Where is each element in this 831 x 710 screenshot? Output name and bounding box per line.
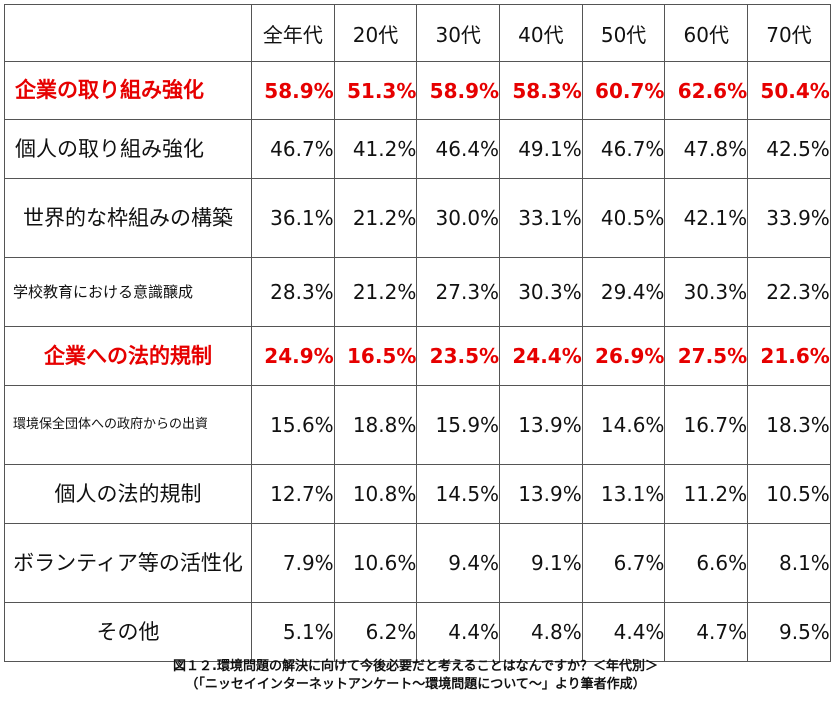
value-cell: 6.2% <box>333 602 418 662</box>
table-row: 学校教育における意識醸成 28.3% 21.2% 27.3% 30.3% 29.… <box>4 257 831 327</box>
value-cell: 60.7% <box>581 61 666 120</box>
value-cell: 4.7% <box>664 602 749 662</box>
value-cell: 9.4% <box>416 523 501 603</box>
value-cell: 9.5% <box>747 602 831 662</box>
value-cell: 58.9% <box>416 61 501 120</box>
value-cell: 41.2% <box>333 119 418 179</box>
value-cell: 21.2% <box>333 178 418 258</box>
value-cell: 11.2% <box>664 464 749 524</box>
figure-caption: 図１２.環境問題の解決に向けて今後必要だと考えることはなんですか？＜年代別＞ （… <box>0 658 831 694</box>
row-label: 個人の法的規制 <box>4 464 252 524</box>
header-cell-60s: 60代 <box>664 4 749 62</box>
value-cell: 27.3% <box>416 257 501 327</box>
value-cell: 47.8% <box>664 119 749 179</box>
caption-title: 図１２.環境問題の解決に向けて今後必要だと考えることはなんですか？＜年代別＞ <box>173 659 658 674</box>
value-cell: 24.4% <box>499 326 583 386</box>
row-label: 個人の取り組み強化 <box>4 119 252 179</box>
value-cell: 14.5% <box>416 464 501 524</box>
value-cell: 24.9% <box>251 326 335 386</box>
header-cell <box>4 4 252 62</box>
value-cell: 58.9% <box>251 61 335 120</box>
row-label: 企業の取り組み強化 <box>4 61 252 120</box>
row-label: 企業への法的規制 <box>4 326 252 386</box>
value-cell: 29.4% <box>581 257 666 327</box>
value-cell: 18.8% <box>333 385 418 465</box>
value-cell: 58.3% <box>499 61 583 120</box>
table-row: 環境保全団体への政府からの出資 15.6% 18.8% 15.9% 13.9% … <box>4 385 831 465</box>
header-cell-30s: 30代 <box>416 4 501 62</box>
value-cell: 62.6% <box>664 61 749 120</box>
row-label: 環境保全団体への政府からの出資 <box>4 385 252 465</box>
header-cell-50s: 50代 <box>581 4 666 62</box>
table-row: 企業の取り組み強化 58.9% 51.3% 58.9% 58.3% 60.7% … <box>4 61 831 120</box>
value-cell: 14.6% <box>581 385 666 465</box>
value-cell: 7.9% <box>251 523 335 603</box>
value-cell: 51.3% <box>333 61 418 120</box>
header-cell-20s: 20代 <box>333 4 418 62</box>
table-row: 個人の取り組み強化 46.7% 41.2% 46.4% 49.1% 46.7% … <box>4 119 831 179</box>
value-cell: 6.7% <box>581 523 666 603</box>
header-cell-all-ages: 全年代 <box>251 4 335 62</box>
value-cell: 46.4% <box>416 119 501 179</box>
value-cell: 13.9% <box>499 385 583 465</box>
value-cell: 12.7% <box>251 464 335 524</box>
value-cell: 21.6% <box>747 326 831 386</box>
value-cell: 30.3% <box>664 257 749 327</box>
value-cell: 10.8% <box>333 464 418 524</box>
value-cell: 16.7% <box>664 385 749 465</box>
table-row: 企業への法的規制 24.9% 16.5% 23.5% 24.4% 26.9% 2… <box>4 326 831 386</box>
value-cell: 15.6% <box>251 385 335 465</box>
value-cell: 36.1% <box>251 178 335 258</box>
value-cell: 10.6% <box>333 523 418 603</box>
header-cell-40s: 40代 <box>499 4 583 62</box>
value-cell: 46.7% <box>251 119 335 179</box>
value-cell: 6.6% <box>664 523 749 603</box>
value-cell: 4.4% <box>581 602 666 662</box>
value-cell: 23.5% <box>416 326 501 386</box>
value-cell: 4.4% <box>416 602 501 662</box>
value-cell: 13.9% <box>499 464 583 524</box>
row-label: 学校教育における意識醸成 <box>4 257 252 327</box>
value-cell: 4.8% <box>499 602 583 662</box>
value-cell: 27.5% <box>664 326 749 386</box>
value-cell: 15.9% <box>416 385 501 465</box>
table-row: 世界的な枠組みの構築 36.1% 21.2% 30.0% 33.1% 40.5%… <box>4 178 831 258</box>
value-cell: 46.7% <box>581 119 666 179</box>
header-row: 全年代 20代 30代 40代 50代 60代 70代 <box>4 4 831 62</box>
value-cell: 30.3% <box>499 257 583 327</box>
value-cell: 21.2% <box>333 257 418 327</box>
value-cell: 33.9% <box>747 178 831 258</box>
value-cell: 9.1% <box>499 523 583 603</box>
value-cell: 16.5% <box>333 326 418 386</box>
table-row: その他 5.1% 6.2% 4.4% 4.8% 4.4% 4.7% 9.5% <box>4 602 831 662</box>
row-label: 世界的な枠組みの構築 <box>4 178 252 258</box>
table-row: 個人の法的規制 12.7% 10.8% 14.5% 13.9% 13.1% 11… <box>4 464 831 524</box>
value-cell: 28.3% <box>251 257 335 327</box>
value-cell: 33.1% <box>499 178 583 258</box>
value-cell: 8.1% <box>747 523 831 603</box>
row-label: ボランティア等の活性化 <box>4 523 252 603</box>
value-cell: 49.1% <box>499 119 583 179</box>
value-cell: 42.5% <box>747 119 831 179</box>
value-cell: 18.3% <box>747 385 831 465</box>
value-cell: 22.3% <box>747 257 831 327</box>
row-label: その他 <box>4 602 252 662</box>
survey-table: 全年代 20代 30代 40代 50代 60代 70代 企業の取り組み強化 58… <box>4 4 831 662</box>
value-cell: 10.5% <box>747 464 831 524</box>
table-row: ボランティア等の活性化 7.9% 10.6% 9.4% 9.1% 6.7% 6.… <box>4 523 831 603</box>
value-cell: 13.1% <box>581 464 666 524</box>
value-cell: 30.0% <box>416 178 501 258</box>
value-cell: 26.9% <box>581 326 666 386</box>
value-cell: 42.1% <box>664 178 749 258</box>
value-cell: 50.4% <box>747 61 831 120</box>
value-cell: 5.1% <box>251 602 335 662</box>
caption-source: （「ニッセイインターネットアンケート〜環境問題について〜」より筆者作成） <box>185 677 646 692</box>
header-cell-70s: 70代 <box>747 4 831 62</box>
value-cell: 40.5% <box>581 178 666 258</box>
